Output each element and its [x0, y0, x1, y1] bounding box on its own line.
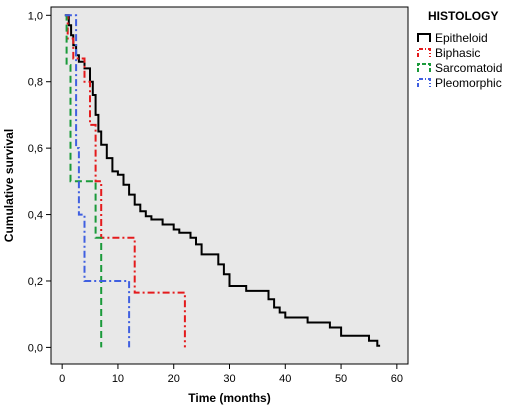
legend-swatch-biphasic: [417, 48, 431, 57]
x-tick-label: 30: [223, 373, 235, 385]
plot-area: [50, 6, 409, 365]
x-tick-label: 60: [391, 373, 403, 385]
y-tick-label: 0,4: [28, 210, 43, 222]
x-tick-label: 50: [335, 373, 347, 385]
legend: HISTOLOGY EpitheloidBiphasicSarcomatoidP…: [417, 9, 502, 90]
x-axis: 0 10 20 30 40 50 60: [59, 364, 403, 385]
x-axis-title: Time (months): [188, 391, 270, 405]
x-tick-label: 10: [112, 373, 124, 385]
y-tick-label: 0,6: [28, 143, 43, 155]
x-tick-label: 40: [279, 373, 291, 385]
legend-label-pleomorphic: Pleomorphic: [435, 76, 502, 90]
series-layer: [64, 14, 381, 348]
x-tick-label: 0: [59, 373, 65, 385]
y-axis-title: Cumulative survival: [2, 129, 16, 242]
y-tick-label: 1,0: [28, 10, 43, 22]
series-line-biphasic: [64, 14, 186, 348]
y-tick-label: 0,8: [28, 77, 43, 89]
legend-label-biphasic: Biphasic: [435, 46, 480, 60]
series-line-pleomorphic: [64, 14, 131, 348]
legend-swatch-sarcomatoid: [417, 63, 431, 72]
series-line-epitheloid: [64, 14, 381, 347]
legend-label-sarcomatoid: Sarcomatoid: [435, 61, 502, 75]
legend-label-epitheloid: Epitheloid: [435, 31, 488, 45]
legend-swatch-pleomorphic: [417, 78, 431, 87]
y-tick-label: 0,2: [28, 276, 43, 288]
y-axis: 0,0 0,2 0,4 0,6 0,8 1,0: [28, 10, 51, 354]
legend-swatch-epitheloid: [417, 33, 431, 42]
x-tick-label: 20: [168, 373, 180, 385]
plot-frame: [50, 6, 409, 365]
series-line-sarcomatoid: [64, 14, 103, 348]
y-tick-label: 0,0: [28, 342, 43, 354]
legend-title: HISTOLOGY: [428, 9, 498, 23]
